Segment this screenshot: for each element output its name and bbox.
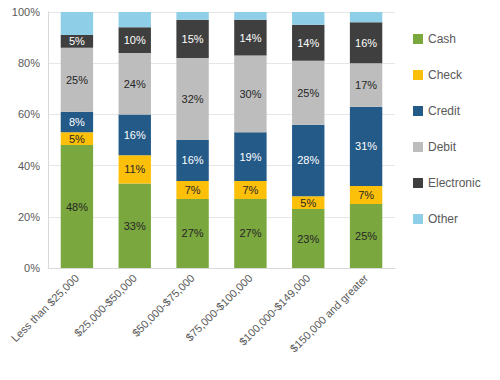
svg-text:19%: 19% <box>239 151 261 163</box>
svg-text:Other: Other <box>428 212 458 226</box>
svg-text:16%: 16% <box>355 37 377 49</box>
svg-text:0%: 0% <box>24 262 40 274</box>
svg-text:24%: 24% <box>124 78 146 90</box>
svg-text:Cash: Cash <box>428 32 456 46</box>
svg-text:$150,000 and greater: $150,000 and greater <box>288 272 371 355</box>
svg-text:14%: 14% <box>297 37 319 49</box>
svg-text:30%: 30% <box>239 88 261 100</box>
svg-text:15%: 15% <box>182 33 204 45</box>
svg-text:10%: 10% <box>124 34 146 46</box>
svg-text:Debit: Debit <box>428 140 457 154</box>
svg-text:Electronic: Electronic <box>428 176 481 190</box>
svg-text:40%: 40% <box>18 160 40 172</box>
svg-text:5%: 5% <box>69 35 85 47</box>
svg-text:100%: 100% <box>12 6 40 18</box>
svg-text:60%: 60% <box>18 108 40 120</box>
svg-text:7%: 7% <box>242 184 258 196</box>
svg-text:25%: 25% <box>355 230 377 242</box>
svg-text:Check: Check <box>428 68 463 82</box>
svg-text:23%: 23% <box>297 233 319 245</box>
svg-text:$25,000-$50,000: $25,000-$50,000 <box>72 272 139 339</box>
svg-text:33%: 33% <box>124 220 146 232</box>
svg-text:Credit: Credit <box>428 104 461 118</box>
svg-text:$100,000-$149,000: $100,000-$149,000 <box>236 271 313 348</box>
svg-text:$75,000-$100,000: $75,000-$100,000 <box>183 271 255 344</box>
svg-text:80%: 80% <box>18 57 40 69</box>
svg-text:31%: 31% <box>355 140 377 152</box>
svg-text:32%: 32% <box>182 93 204 105</box>
svg-text:7%: 7% <box>185 184 201 196</box>
svg-text:28%: 28% <box>297 154 319 166</box>
svg-text:25%: 25% <box>297 87 319 99</box>
svg-text:5%: 5% <box>300 197 316 209</box>
svg-text:20%: 20% <box>18 211 40 223</box>
svg-text:16%: 16% <box>124 129 146 141</box>
svg-text:25%: 25% <box>66 74 88 86</box>
svg-text:27%: 27% <box>182 227 204 239</box>
svg-text:8%: 8% <box>69 116 85 128</box>
svg-text:17%: 17% <box>355 79 377 91</box>
svg-text:5%: 5% <box>69 133 85 145</box>
svg-text:Less than $25,000: Less than $25,000 <box>9 272 81 344</box>
svg-text:$50,000-$75,000: $50,000-$75,000 <box>130 272 197 339</box>
svg-text:7%: 7% <box>358 189 374 201</box>
svg-text:11%: 11% <box>124 163 145 175</box>
svg-text:48%: 48% <box>66 201 88 213</box>
svg-text:27%: 27% <box>239 227 261 239</box>
svg-text:16%: 16% <box>182 154 204 166</box>
svg-text:14%: 14% <box>239 32 261 44</box>
